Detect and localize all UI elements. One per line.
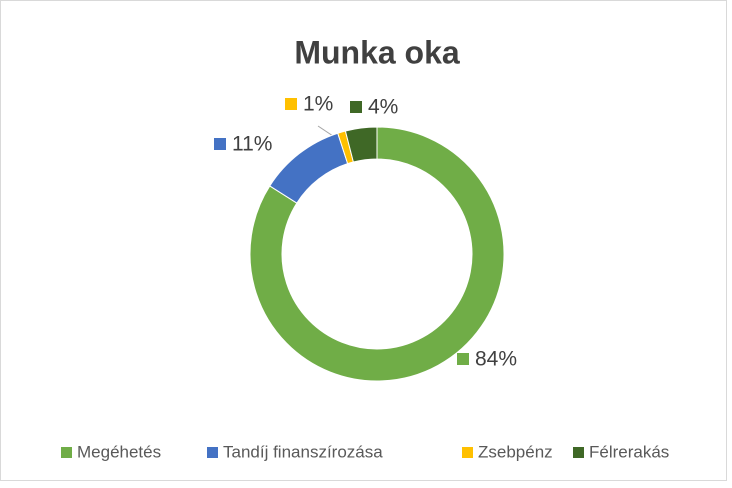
donut-slice [249, 126, 505, 382]
legend-label: Tandíj finanszírozása [223, 442, 383, 461]
data-label: 11% [232, 133, 272, 156]
chart-frame [0, 0, 727, 481]
label-marker [457, 353, 469, 365]
legend-marker [207, 447, 218, 458]
label-marker [214, 138, 226, 150]
data-label: 1% [303, 93, 333, 116]
legend-marker [462, 447, 473, 458]
data-label: 84% [475, 348, 517, 371]
chart-title: Munka oka [294, 34, 460, 70]
donut-slice [344, 126, 378, 163]
legend-label: Megéhetés [77, 442, 161, 461]
legend-label: Félrerakás [589, 442, 669, 461]
data-label: 4% [368, 96, 398, 119]
legend-marker [61, 447, 72, 458]
legend-marker [573, 447, 584, 458]
label-marker [285, 98, 297, 110]
label-marker [350, 101, 362, 113]
legend-label: Zsebpénz [478, 442, 553, 461]
